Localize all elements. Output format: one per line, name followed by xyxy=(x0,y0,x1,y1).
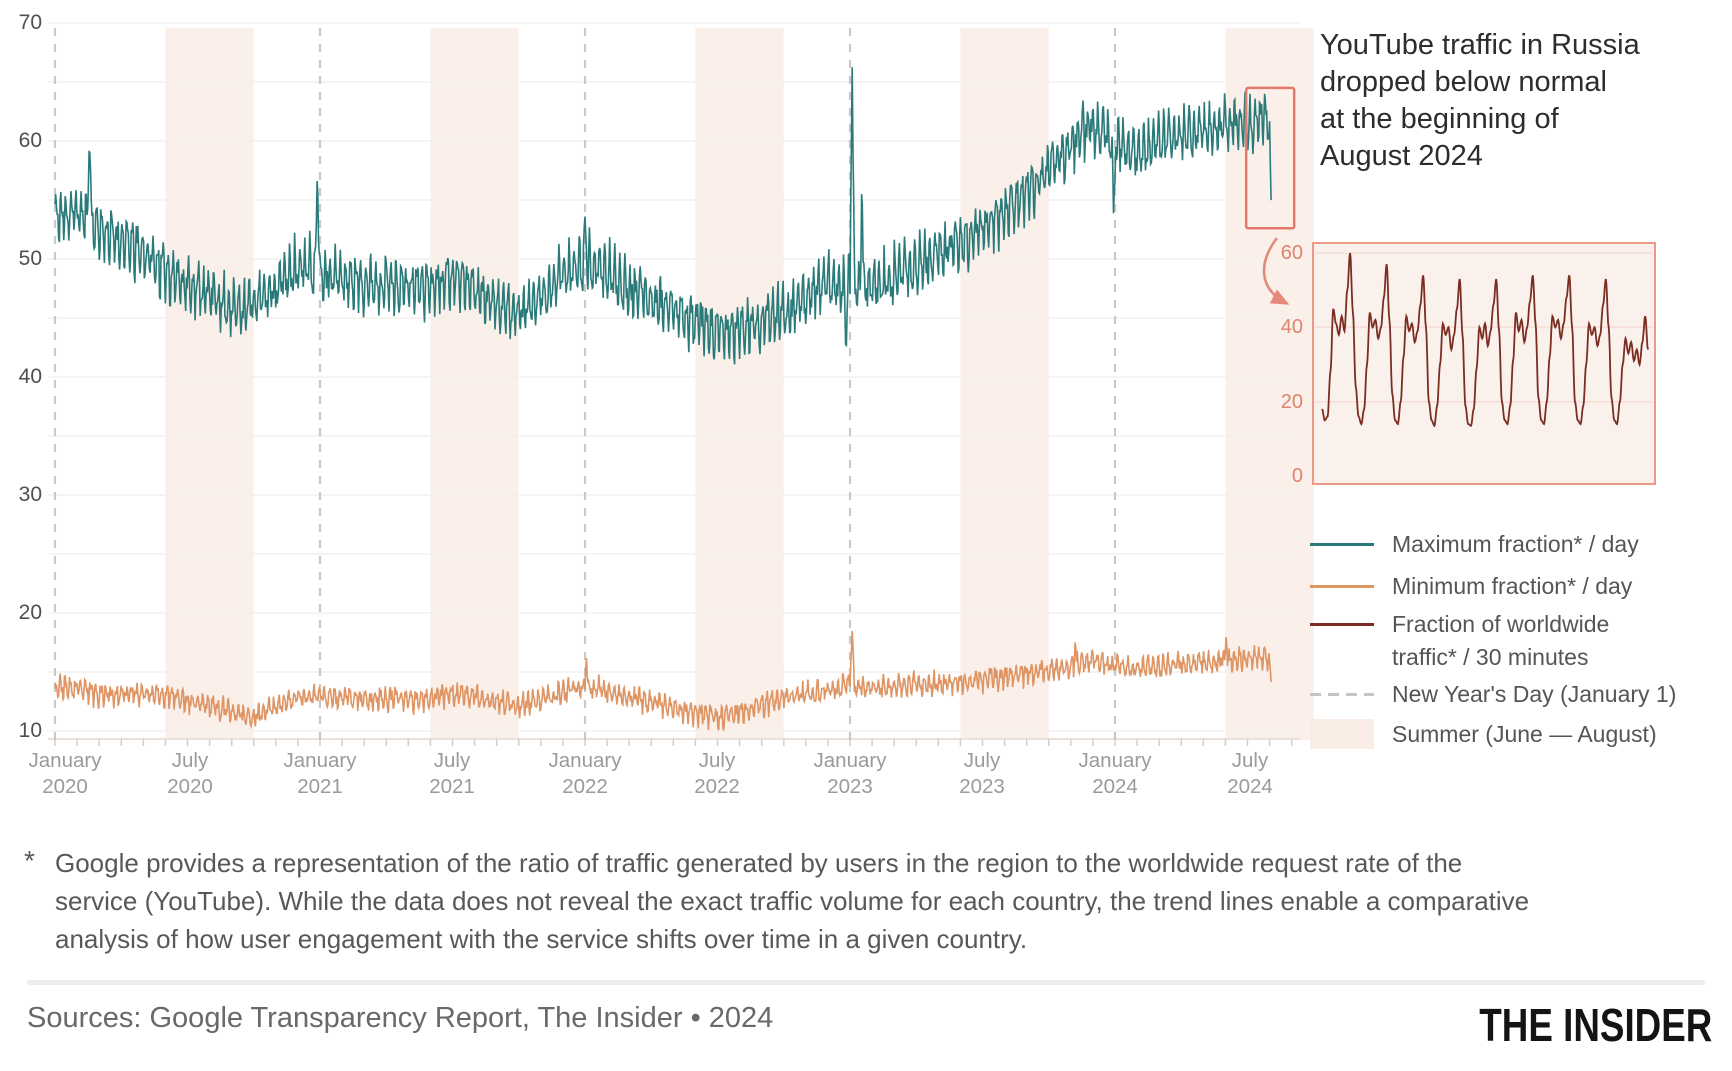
divider-line xyxy=(27,980,1705,985)
summer-band xyxy=(430,28,519,740)
x-axis-label: July 2021 xyxy=(429,749,475,798)
y-axis-label: 60 xyxy=(18,129,42,152)
max-fraction-line xyxy=(54,67,1272,365)
chart-title-line: August 2024 xyxy=(1320,140,1483,172)
y-axis-label: 40 xyxy=(18,365,42,388)
inset-y-axis-label: 20 xyxy=(1280,391,1303,413)
x-axis-label: January 2021 xyxy=(283,749,357,798)
y-axis-label: 70 xyxy=(18,11,42,34)
legend-label: Fraction of worldwide traffic* / 30 minu… xyxy=(1392,611,1610,670)
x-axis-label: July 2023 xyxy=(959,749,1005,798)
x-axis-label: July 2020 xyxy=(167,749,213,798)
legend-band-swatch xyxy=(1310,719,1374,749)
legend-label: Summer (June — August) xyxy=(1392,721,1657,747)
inset-y-axis-label: 60 xyxy=(1280,242,1303,264)
y-axis-label: 20 xyxy=(18,601,42,624)
summer-band xyxy=(960,28,1049,740)
x-axis-label: January 2020 xyxy=(28,749,102,798)
arrow-to-inset xyxy=(1262,237,1290,305)
footnote-text: Google provides a representation of the … xyxy=(55,848,1530,954)
summer-band xyxy=(695,28,784,740)
legend-line-swatch xyxy=(1310,623,1374,626)
chart-title-line: YouTube traffic in Russia xyxy=(1320,29,1640,61)
y-axis-label: 50 xyxy=(18,247,42,270)
inset-background xyxy=(1312,242,1656,485)
inset-line xyxy=(1321,252,1649,428)
x-axis-label: July 2022 xyxy=(694,749,740,798)
x-axis-label: January 2024 xyxy=(1078,749,1152,798)
legend-line-swatch xyxy=(1310,585,1374,588)
min-fraction-line xyxy=(54,630,1272,731)
y-axis-label: 30 xyxy=(18,483,42,506)
x-axis-label: January 2023 xyxy=(813,749,887,798)
legend-label: New Year's Day (January 1) xyxy=(1392,681,1677,707)
sources-text: Sources: Google Transparency Report, The… xyxy=(27,1002,774,1034)
chart-title-line: dropped below normal xyxy=(1320,66,1607,98)
legend-label: Maximum fraction* / day xyxy=(1392,531,1639,557)
y-axis-label: 10 xyxy=(18,719,42,742)
legend-line-swatch xyxy=(1310,543,1374,546)
inset-y-axis-label: 0 xyxy=(1291,465,1303,487)
x-axis-label: July 2024 xyxy=(1227,749,1273,798)
footnote-asterisk: * xyxy=(24,845,35,876)
inset-y-axis-label: 40 xyxy=(1280,316,1303,338)
x-axis-label: January 2022 xyxy=(548,749,622,798)
highlight-rect xyxy=(1244,86,1296,230)
chart-title: YouTube traffic in Russia dropped below … xyxy=(1320,27,1730,175)
legend-label: Minimum fraction* / day xyxy=(1392,573,1633,599)
the-insider-logo: THE INSIDER xyxy=(1478,999,1712,1051)
summer-band xyxy=(165,28,254,740)
legend-dashed-swatch xyxy=(1310,693,1374,696)
chart-title-line: at the beginning of xyxy=(1320,103,1559,135)
